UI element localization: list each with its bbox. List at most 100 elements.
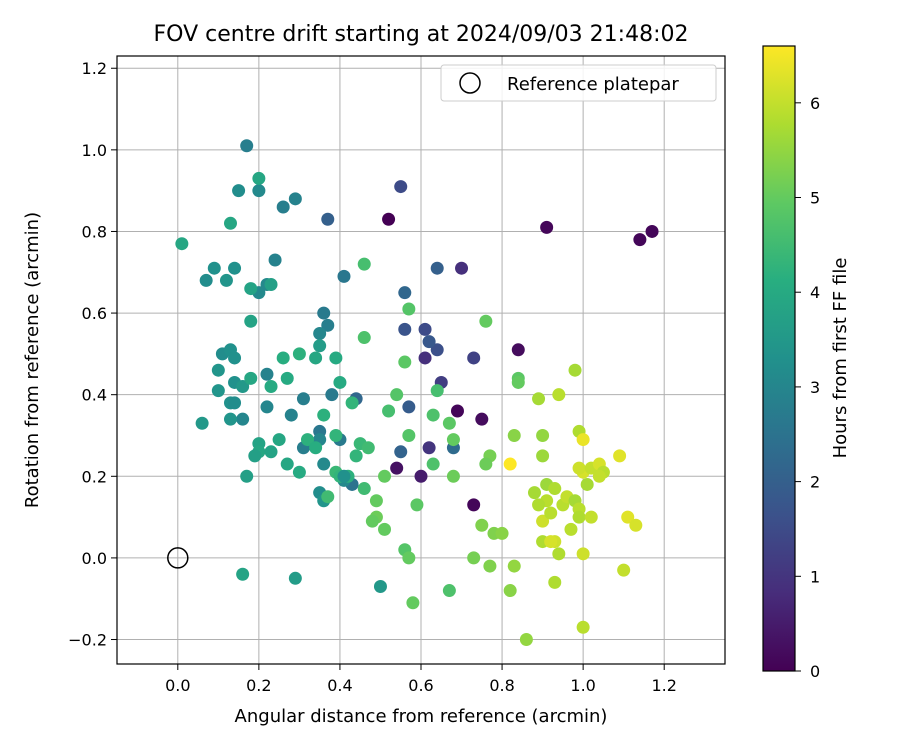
data-point: [378, 469, 392, 483]
data-point: [268, 253, 282, 267]
x-tick-label: 0.2: [246, 676, 271, 695]
y-axis-ticks: −0.2 0.0 0.2 0.4 0.6 0.8 1.0 1.2: [68, 59, 117, 650]
data-point: [276, 200, 290, 214]
data-point: [244, 371, 258, 385]
y-tick-label: −0.2: [68, 631, 107, 650]
data-point: [325, 388, 339, 402]
data-point: [292, 465, 306, 479]
data-point: [475, 412, 489, 426]
data-point: [382, 404, 396, 418]
data-point: [402, 428, 416, 442]
data-point: [280, 457, 294, 471]
data-point: [228, 261, 242, 275]
data-point: [276, 351, 290, 365]
data-point: [373, 579, 387, 593]
data-point: [495, 526, 509, 540]
data-point: [507, 559, 521, 573]
data-point: [301, 433, 315, 447]
x-tick-label: 1.0: [570, 676, 595, 695]
data-point: [280, 371, 294, 385]
data-point: [422, 335, 436, 349]
data-point: [503, 457, 517, 471]
data-point: [207, 261, 221, 275]
data-point: [244, 282, 258, 296]
data-point: [211, 384, 225, 398]
data-point: [564, 522, 578, 536]
data-point: [244, 314, 258, 328]
data-point: [507, 428, 521, 442]
data-point: [329, 428, 343, 442]
y-tick-label: 0.4: [82, 386, 107, 405]
data-point: [548, 575, 562, 589]
data-point: [345, 396, 359, 410]
data-point: [455, 261, 469, 275]
data-point: [402, 302, 416, 316]
data-point: [223, 216, 237, 230]
data-point: [406, 596, 420, 610]
data-point: [576, 620, 590, 634]
data-points: [175, 139, 659, 647]
data-point: [264, 278, 278, 292]
data-point: [414, 469, 428, 483]
x-tick-label: 0.0: [165, 676, 190, 695]
colorbar-tick-label: 3: [810, 378, 820, 397]
data-point: [211, 363, 225, 377]
colorbar-tick-label: 0: [810, 662, 820, 681]
data-point: [426, 457, 440, 471]
y-axis-label: Rotation from reference (arcmin): [22, 212, 43, 508]
data-point: [236, 567, 250, 581]
data-point: [446, 469, 460, 483]
y-tick-label: 0.6: [82, 304, 107, 323]
data-point: [483, 559, 497, 573]
data-point: [536, 449, 550, 463]
data-point: [398, 355, 412, 369]
data-point: [621, 510, 635, 524]
data-point: [418, 351, 432, 365]
colorbar-tick-label: 2: [810, 473, 820, 492]
data-point: [337, 469, 351, 483]
data-point: [402, 551, 416, 565]
data-point: [361, 441, 375, 455]
data-point: [402, 400, 416, 414]
y-tick-label: 0.0: [82, 549, 107, 568]
data-point: [317, 408, 331, 422]
data-point: [321, 212, 335, 226]
data-point: [357, 482, 371, 496]
data-point: [422, 441, 436, 455]
reference-platepar-marker: [167, 547, 189, 569]
data-point: [236, 380, 250, 394]
data-point: [467, 551, 481, 565]
data-point: [430, 261, 444, 275]
data-point: [540, 220, 554, 234]
data-point: [479, 314, 493, 328]
data-point: [248, 449, 262, 463]
colorbar-label: Hours from first FF file: [830, 258, 851, 459]
data-point: [584, 510, 598, 524]
data-point: [264, 445, 278, 459]
y-tick-label: 1.0: [82, 141, 107, 160]
colorbar-tick-label: 4: [810, 283, 820, 302]
data-point: [357, 331, 371, 345]
data-point: [390, 388, 404, 402]
data-point: [519, 633, 533, 647]
colorbar: 0 1 2 3 4 5 6 Hours from first FF file: [762, 45, 851, 681]
data-point: [390, 461, 404, 475]
colorbar-tick-label: 1: [810, 567, 820, 586]
data-point: [552, 388, 566, 402]
data-point: [475, 518, 489, 532]
x-axis-ticks: 0.0 0.2 0.4 0.6 0.8 1.0 1.2: [165, 664, 677, 695]
data-point: [236, 412, 250, 426]
colorbar-tick-label: 6: [810, 94, 820, 113]
x-tick-label: 0.6: [408, 676, 433, 695]
data-point: [313, 326, 327, 340]
data-point: [365, 514, 379, 528]
data-point: [288, 192, 302, 206]
data-point: [576, 547, 590, 561]
data-point: [536, 428, 550, 442]
data-point: [467, 351, 481, 365]
colorbar-gradient: [762, 45, 796, 672]
data-point: [232, 184, 246, 198]
data-point: [633, 233, 647, 247]
data-point: [503, 584, 517, 598]
y-tick-label: 0.2: [82, 467, 107, 486]
